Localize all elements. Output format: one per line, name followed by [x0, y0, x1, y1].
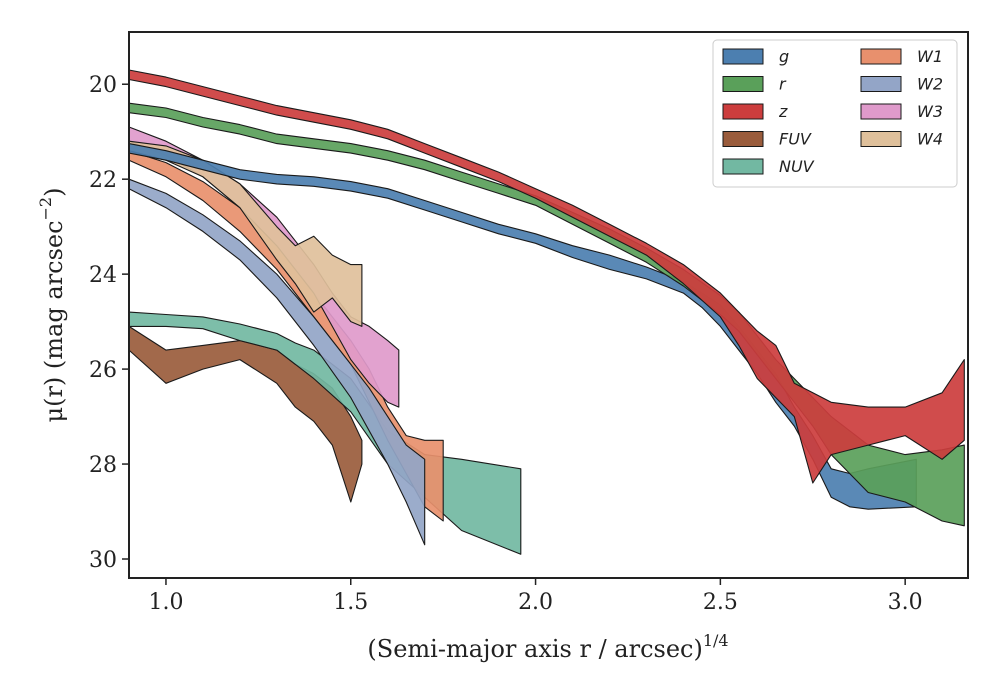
- legend: grz FUV NUV W1 W2 W3 W4: [712, 39, 958, 188]
- legend-swatch-r: [722, 76, 764, 92]
- legend-label-w4: W4: [917, 130, 943, 149]
- legend-swatch-g: [722, 48, 764, 65]
- legend-label-w2: W2: [917, 75, 943, 94]
- band-z: [128, 69, 965, 484]
- band-r: [128, 102, 965, 527]
- legend-swatch-w4: [860, 131, 902, 147]
- x-tick-label: 2.5: [703, 590, 738, 615]
- y-axis-label-exponent: −2: [36, 197, 55, 221]
- x-axis-label-exponent: 1/4: [703, 631, 729, 650]
- legend-swatch-w1: [860, 48, 902, 65]
- y-tick-label: 22: [89, 168, 117, 193]
- x-axis: 1.0 1.5 2.0 2.5 3.0: [148, 578, 923, 615]
- y-tick-label: 24: [89, 263, 117, 288]
- legend-swatch-w2: [860, 76, 902, 92]
- legend-label-r: r: [779, 75, 787, 94]
- legend-swatch-nuv: [722, 158, 764, 175]
- legend-label-g: g: [779, 47, 789, 66]
- y-tick-label: 26: [89, 358, 117, 383]
- legend-swatch-w3: [860, 103, 902, 120]
- legend-label-fuv: FUV: [779, 130, 812, 149]
- band-w2: [128, 178, 426, 546]
- y-axis-label: μ(r) (mag arcsec−2): [36, 188, 68, 423]
- legend-label-nuv: NUV: [779, 157, 815, 176]
- x-tick-label: 1.5: [333, 590, 368, 615]
- series-bands: [128, 69, 965, 555]
- y-axis: 20 22 24 26 28 30: [89, 73, 129, 573]
- legend-label-w3: W3: [917, 102, 943, 121]
- y-axis-label-close: ): [40, 188, 68, 197]
- x-tick-label: 3.0: [888, 590, 923, 615]
- legend-label-z: z: [778, 102, 788, 121]
- y-tick-label: 30: [89, 548, 117, 573]
- band-w4: [128, 140, 363, 327]
- legend-swatch-z: [722, 103, 764, 120]
- plot-frame: [128, 31, 969, 579]
- x-tick-label: 2.0: [518, 590, 553, 615]
- y-axis-label-text: μ(r) (mag arcsec: [40, 220, 68, 422]
- x-axis-label: (Semi-major axis r / arcsec)1/4: [367, 631, 728, 663]
- x-tick-label: 1.0: [148, 590, 183, 615]
- y-tick-label: 28: [89, 453, 117, 478]
- x-axis-label-text: (Semi-major axis r / arcsec): [367, 635, 702, 663]
- legend-swatch-fuv: [722, 131, 764, 147]
- legend-label-w1: W1: [917, 47, 943, 66]
- y-tick-label: 20: [89, 73, 117, 98]
